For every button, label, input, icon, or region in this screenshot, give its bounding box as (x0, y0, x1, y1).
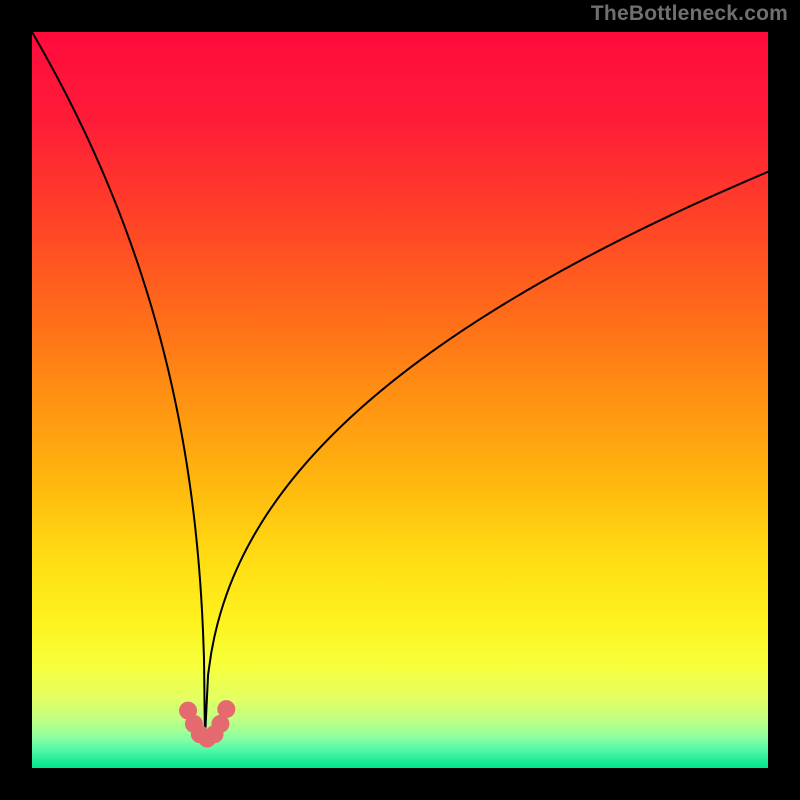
plot-background (32, 32, 768, 768)
datapoint-marker (217, 700, 235, 718)
chart-frame: TheBottleneck.com (0, 0, 800, 800)
bottleneck-chart (32, 32, 768, 768)
watermark-text: TheBottleneck.com (591, 2, 788, 26)
